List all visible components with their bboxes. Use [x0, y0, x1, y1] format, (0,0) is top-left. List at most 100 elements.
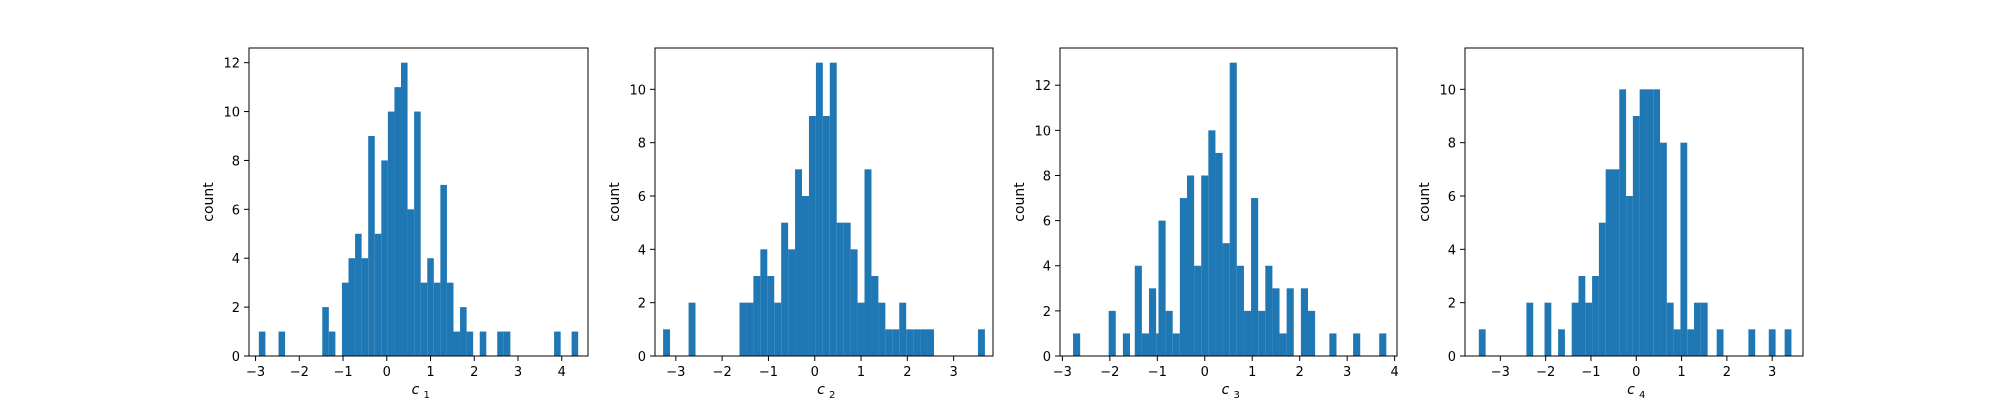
histogram-bar [920, 329, 928, 356]
x-tick-label: 4 [1390, 365, 1398, 380]
y-tick-label: 0 [1043, 350, 1051, 365]
histogram-bar [781, 222, 789, 356]
x-tick-label: −1 [333, 365, 352, 380]
histogram-bar [497, 331, 504, 356]
x-tick-label: −1 [1581, 365, 1600, 380]
histogram-bar [440, 184, 447, 356]
histogram-bar [1243, 310, 1252, 356]
histogram-bar [1194, 265, 1202, 356]
histogram-bar [864, 169, 872, 356]
histogram-bar [479, 331, 487, 356]
histogram-bar [808, 116, 816, 356]
histogram-bar [1768, 329, 1776, 356]
x-tick-label: 3 [1343, 365, 1351, 380]
histogram-bar [829, 62, 837, 357]
y-tick-label: 12 [223, 57, 240, 72]
histogram-bar [760, 249, 768, 356]
x-tick-label: −2 [290, 365, 309, 380]
histogram-bar [1666, 302, 1674, 356]
histogram-bar [688, 302, 696, 356]
histogram-bar [885, 329, 893, 356]
axes-frame [1464, 47, 1804, 357]
histogram-bar [1165, 310, 1173, 356]
x-tick-label: 2 [1296, 365, 1304, 380]
histogram-bar [355, 233, 362, 356]
histogram-bar [1379, 333, 1387, 356]
y-tick-label: 4 [232, 252, 240, 267]
histogram-bar [836, 222, 844, 356]
histogram-bar [1215, 152, 1223, 356]
x-tick-label: 4 [558, 365, 566, 380]
histogram-bar [1134, 265, 1142, 356]
histogram-bar [322, 307, 329, 356]
y-tick-label: 8 [1448, 137, 1456, 152]
histogram-bar [663, 329, 671, 356]
histogram-bar [822, 116, 830, 356]
histogram-bar [328, 331, 336, 356]
x-tick-label: −2 [1536, 365, 1555, 380]
x-axis-label: c [1627, 382, 1635, 398]
histogram-bar [1748, 329, 1756, 356]
x-tick-label: −2 [1100, 365, 1119, 380]
histogram-bar [927, 329, 934, 356]
histogram-bar [878, 302, 886, 356]
y-axis-label: count [607, 182, 623, 222]
y-tick-label: 6 [638, 190, 646, 205]
histogram-bar [1626, 196, 1633, 356]
y-tick-label: 8 [232, 154, 240, 169]
histogram-bar [1639, 89, 1647, 356]
y-tick-label: 0 [638, 350, 646, 365]
histogram-bar [571, 331, 579, 356]
histogram-bar [381, 160, 388, 356]
histogram-bar [850, 249, 858, 356]
y-tick-label: 4 [1043, 260, 1051, 275]
x-tick-label: 1 [1248, 365, 1256, 380]
y-tick-label: 2 [232, 301, 240, 316]
histogram-bar [1286, 288, 1294, 356]
x-axis-label: c [412, 382, 420, 398]
x-tick-label: −3 [666, 365, 685, 380]
histogram-bar [739, 302, 747, 356]
histogram-bar [1172, 333, 1180, 356]
x-tick-label: 3 [1768, 365, 1776, 380]
histogram-bar [774, 302, 782, 356]
histogram-bar [374, 233, 382, 356]
histogram-bar [1108, 310, 1116, 356]
histogram-bar [1646, 89, 1654, 356]
y-tick-label: 12 [1034, 79, 1051, 94]
histogram-bar [1208, 130, 1216, 356]
histogram-bar [1229, 62, 1237, 357]
histogram-bar [1222, 243, 1230, 356]
x-axis-label-subscript: 1 [424, 390, 430, 400]
x-tick-label: 1 [857, 365, 865, 380]
y-tick-label: 10 [1034, 124, 1051, 139]
x-tick-label: −1 [1148, 365, 1167, 380]
histogram-bar [1632, 116, 1640, 356]
histogram-bar [1784, 329, 1792, 356]
histogram-bar [1619, 89, 1627, 356]
histogram-bar [1653, 89, 1661, 356]
histogram-bar [394, 87, 401, 357]
x-tick-label: −1 [759, 365, 778, 380]
histogram-bar [1201, 175, 1209, 356]
histogram-bar [278, 331, 286, 356]
histogram-bar [753, 276, 761, 356]
x-tick-label: 0 [1632, 365, 1640, 380]
y-tick-label: 2 [1448, 297, 1456, 312]
histogram-bar [433, 282, 441, 356]
histogram-bar [1272, 288, 1280, 356]
y-tick-label: 10 [629, 83, 646, 98]
x-tick-label: 1 [426, 365, 434, 380]
histogram-bar [1716, 329, 1724, 356]
x-tick-label: −3 [1053, 365, 1072, 380]
histogram-bar [1073, 333, 1081, 356]
histogram-bar [1141, 333, 1149, 356]
histogram-bar [348, 258, 356, 356]
x-tick-label: −3 [1491, 365, 1510, 380]
histogram-bar [1605, 169, 1613, 356]
histogram-bar [1526, 302, 1534, 356]
histogram-bar [503, 331, 511, 356]
histogram-bar [1592, 276, 1599, 356]
